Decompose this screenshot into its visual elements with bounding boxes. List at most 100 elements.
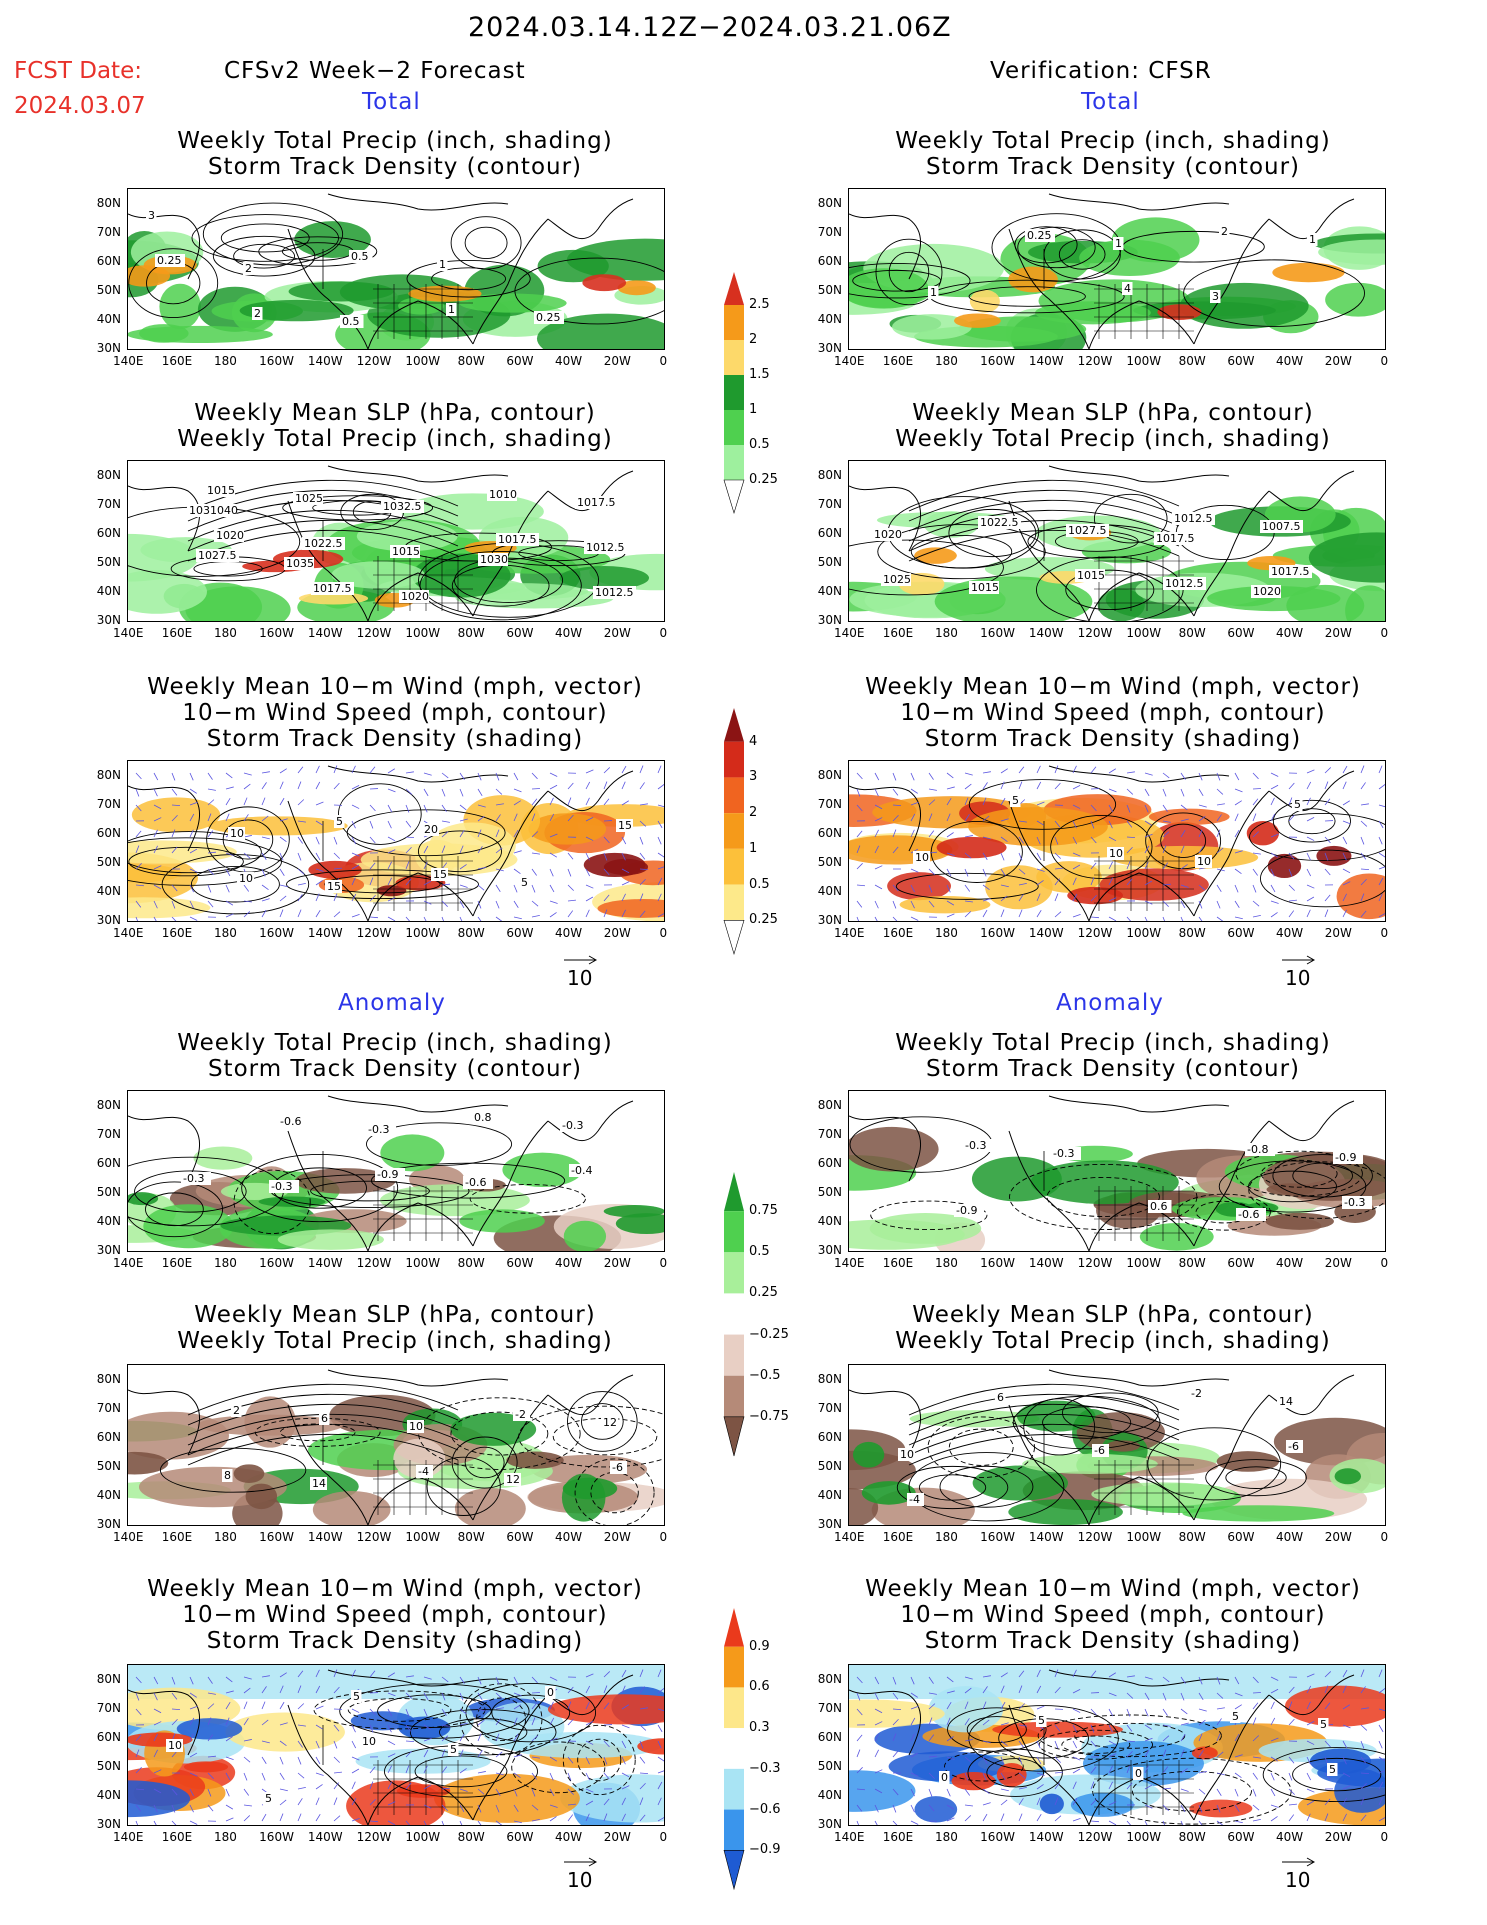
y-tick-label: 80N <box>817 196 842 210</box>
panel-title-R4: Weekly Total Precip (inch, shading) Stor… <box>843 1030 1383 1082</box>
wind-vector <box>135 830 142 838</box>
wind-vector <box>1360 852 1367 860</box>
wind-vector <box>405 1782 412 1790</box>
x-tick-label: 140W <box>307 926 343 940</box>
wind-vector <box>225 1690 234 1694</box>
wind-vector <box>207 1734 214 1742</box>
svg-text:5: 5 <box>336 815 343 828</box>
panel-title-L6: Weekly Mean 10−m Wind (mph, vector) 10−m… <box>125 1576 665 1654</box>
contour-line <box>888 251 930 293</box>
wind-vector <box>459 1708 467 1715</box>
wind-vector <box>297 909 302 918</box>
shading-blob <box>185 586 291 621</box>
wind-vector <box>567 797 572 806</box>
wind-vector <box>549 813 555 822</box>
wind-vector <box>189 1733 194 1742</box>
x-tick-label: 60W <box>1227 926 1255 940</box>
wind-vector <box>441 1724 450 1727</box>
wind-vector <box>1036 1772 1045 1776</box>
colorbar-label: 1.5 <box>749 367 770 382</box>
contour-line <box>518 1405 664 1468</box>
title-line: Weekly Total Precip (inch, shading) <box>177 426 613 452</box>
shading-core <box>603 858 649 876</box>
wind-vector <box>639 1782 646 1790</box>
wind-vector <box>1270 868 1275 877</box>
wind-vector <box>1378 1669 1383 1678</box>
wind-vector <box>225 786 234 790</box>
x-tick-label: 0 <box>1380 1530 1389 1544</box>
wind-vector <box>1216 847 1224 854</box>
wind-vector <box>495 829 500 838</box>
wind-vector <box>874 817 883 822</box>
wind-vector <box>1054 765 1059 774</box>
wind-vector <box>1270 784 1279 790</box>
wind-vector <box>423 1804 432 1809</box>
wind-vector <box>657 1724 663 1733</box>
x-tick-label: 140W <box>1028 1530 1064 1544</box>
colorbar-label: 2.5 <box>749 297 770 312</box>
x-tick-label: 40W <box>1276 926 1304 940</box>
contour-line <box>491 1694 571 1731</box>
wind-vector <box>1378 913 1385 918</box>
y-tick-label: 70N <box>817 797 842 811</box>
wind-vector <box>1108 1740 1117 1746</box>
wind-vector <box>1324 781 1329 790</box>
wind-vector <box>1054 836 1059 845</box>
wind-vector <box>513 788 522 793</box>
shading-blob <box>597 899 664 918</box>
y-tick-label: 50N <box>96 855 121 869</box>
shading-blob <box>1079 239 1180 276</box>
wind-vector <box>153 804 162 810</box>
wind-vector <box>982 815 990 822</box>
wind-vector <box>1108 1724 1113 1733</box>
wind-vector <box>261 898 270 902</box>
wind-vector <box>477 772 482 781</box>
wind-vector <box>171 1708 181 1710</box>
wind-vector <box>1288 1686 1295 1694</box>
coastline <box>367 872 474 921</box>
wind-vector <box>1306 1673 1315 1678</box>
coastline <box>849 1389 922 1456</box>
contour-label: 1020 <box>214 529 244 542</box>
wind-vector <box>1252 1702 1259 1710</box>
x-tick-label: 140E <box>113 1256 144 1270</box>
wind-vector <box>856 884 866 887</box>
wind-vector <box>1162 900 1169 907</box>
shading-core <box>233 1464 265 1483</box>
wind-vector <box>1234 900 1240 908</box>
contour-line <box>1183 259 1366 327</box>
x-tick-label: 100W <box>405 1256 441 1270</box>
svg-text:5: 5 <box>1038 1714 1045 1727</box>
wind-vector <box>477 846 483 854</box>
wind-vector <box>603 852 608 861</box>
svg-text:14: 14 <box>312 1477 326 1490</box>
x-tick-label: 160W <box>980 1530 1015 1544</box>
wind-vector <box>135 884 145 887</box>
wind-vector <box>531 1676 538 1684</box>
wind-vector <box>982 1756 988 1764</box>
x-tick-label: 140W <box>307 626 343 640</box>
wind-vector <box>153 1721 162 1726</box>
coastline <box>1008 800 1090 921</box>
wind-vector <box>1342 1685 1347 1694</box>
shading-blob <box>899 895 991 914</box>
colorbar-label: 0.5 <box>749 437 770 452</box>
contour-label: 5 <box>263 1792 274 1805</box>
wind-vector <box>1216 1772 1225 1776</box>
x-tick-label: 0 <box>1380 1256 1389 1270</box>
coastline <box>849 1115 922 1182</box>
y-tick-label: 50N <box>817 555 842 569</box>
shading-blob <box>1207 585 1341 612</box>
contour-line <box>1272 1154 1373 1198</box>
wind-vector <box>315 781 321 790</box>
wind-vector <box>1198 1708 1207 1712</box>
wind-vector <box>1054 1669 1059 1678</box>
x-tick-label: 40W <box>1276 1830 1304 1844</box>
wind-vector <box>207 1717 212 1726</box>
title-line: Storm Track Density (shading) <box>206 726 584 752</box>
wind-vector <box>261 909 267 918</box>
wind-vector <box>1054 1686 1061 1694</box>
wind-vector <box>297 781 302 790</box>
